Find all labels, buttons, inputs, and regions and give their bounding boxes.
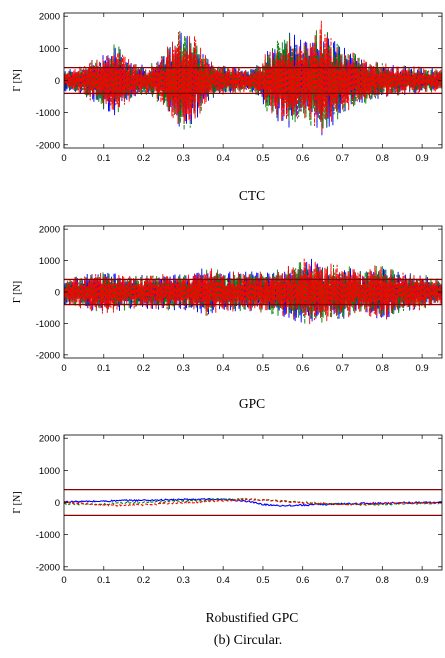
gpc-xtick-label: 0.7 bbox=[336, 363, 349, 374]
ctc-xtick-label: 0.6 bbox=[296, 153, 309, 164]
ctc-panel: 0 0.1 0.2 0.3 0.4 0.5 0.6 0.7 0.8 0.9 -2000 -1000 0 1… bbox=[12, 12, 443, 164]
robustified-gpc-xtick-label: 0.2 bbox=[137, 575, 150, 586]
robustified-gpc-xtick-label: 0.4 bbox=[217, 575, 230, 586]
robustified-gpc-ytick-label: 0 bbox=[55, 498, 60, 509]
robustified-gpc-series-group bbox=[64, 488, 442, 517]
ctc-ytick-label: -2000 bbox=[36, 140, 60, 151]
gpc-xtick-label: 0.6 bbox=[296, 363, 309, 374]
robustified-gpc-ytick-label: 1000 bbox=[39, 466, 60, 477]
robustified-gpc-series-green bbox=[64, 497, 442, 506]
gpc-panel: 0 0.1 0.2 0.3 0.4 0.5 0.6 0.7 0.8 0.9 -2000 -1000 0 1… bbox=[12, 225, 443, 374]
robustified-gpc-series-blue bbox=[64, 497, 442, 507]
robustified-gpc-xtick-label: 0.7 bbox=[336, 575, 349, 586]
gpc-ylabel: Γ [N] bbox=[12, 281, 23, 303]
ctc-xtick-label: 0.5 bbox=[256, 153, 269, 164]
robustified-gpc-xtick-label: 0 bbox=[61, 575, 66, 586]
robustified-gpc-panel: 0 0.1 0.2 0.3 0.4 0.5 0.6 0.7 0.8 0.9 -2000 -1000 0 1… bbox=[12, 434, 443, 586]
ctc-ytick-label: -1000 bbox=[36, 108, 60, 119]
robustified-gpc-ytick-label: -2000 bbox=[36, 562, 60, 573]
ctc-xtick-label: 0.7 bbox=[336, 153, 349, 164]
ctc-series-group bbox=[64, 20, 442, 136]
gpc-xtick-label: 0.4 bbox=[217, 363, 230, 374]
robustified-gpc-xtick-label: 0.5 bbox=[256, 575, 269, 586]
robustified-gpc-ytick-label: -1000 bbox=[36, 530, 60, 541]
ctc-ytick-label: 2000 bbox=[39, 12, 60, 23]
ctc-ylabel: Γ [N] bbox=[12, 69, 23, 91]
ctc-xtick-label: 0.9 bbox=[415, 153, 428, 164]
gpc-xtick-label: 0.8 bbox=[376, 363, 389, 374]
robustified-gpc-xtick-label: 0.9 bbox=[415, 575, 428, 586]
gpc-ytick-label: 0 bbox=[55, 288, 60, 299]
gpc-xtick-label: 0.2 bbox=[137, 363, 150, 374]
ctc-xtick-label: 0.8 bbox=[376, 153, 389, 164]
ctc-xtick-label: 0.4 bbox=[217, 153, 230, 164]
gpc-series-group bbox=[64, 258, 442, 325]
ctc-series-red bbox=[64, 20, 442, 133]
ctc-xtick-label: 0.3 bbox=[177, 153, 190, 164]
gpc-ytick-label: -1000 bbox=[36, 319, 60, 330]
gpc-ytick-label: 1000 bbox=[39, 256, 60, 267]
robustified-gpc-xtick-label: 0.1 bbox=[97, 575, 110, 586]
gpc-xtick-label: 0.1 bbox=[97, 363, 110, 374]
gpc-xtick-label: 0 bbox=[61, 363, 66, 374]
gpc-caption: GPC bbox=[239, 396, 265, 411]
robustified-gpc-caption: Robustified GPC bbox=[206, 610, 299, 625]
ctc-ytick-label: 1000 bbox=[39, 44, 60, 55]
ctc-xtick-label: 0.1 bbox=[97, 153, 110, 164]
figure-caption: (b) Circular. bbox=[214, 633, 282, 648]
robustified-gpc-ytick-label: 2000 bbox=[39, 434, 60, 445]
ctc-ytick-label: 0 bbox=[55, 76, 60, 87]
robustified-gpc-xtick-label: 0.3 bbox=[177, 575, 190, 586]
robustified-gpc-xtick-label: 0.6 bbox=[296, 575, 309, 586]
robustified-gpc-xtick-label: 0.8 bbox=[376, 575, 389, 586]
ctc-xtick-label: 0 bbox=[61, 153, 66, 164]
gpc-xtick-label: 0.3 bbox=[177, 363, 190, 374]
ctc-caption: CTC bbox=[239, 188, 265, 203]
gpc-xtick-label: 0.9 bbox=[415, 363, 428, 374]
gpc-ytick-label: 2000 bbox=[39, 225, 60, 236]
ctc-xtick-label: 0.2 bbox=[137, 153, 150, 164]
gpc-ytick-label: -2000 bbox=[36, 350, 60, 361]
gpc-series-red bbox=[64, 258, 442, 325]
gpc-xtick-label: 0.5 bbox=[256, 363, 269, 374]
robustified-gpc-ylabel: Γ [N] bbox=[12, 491, 23, 513]
